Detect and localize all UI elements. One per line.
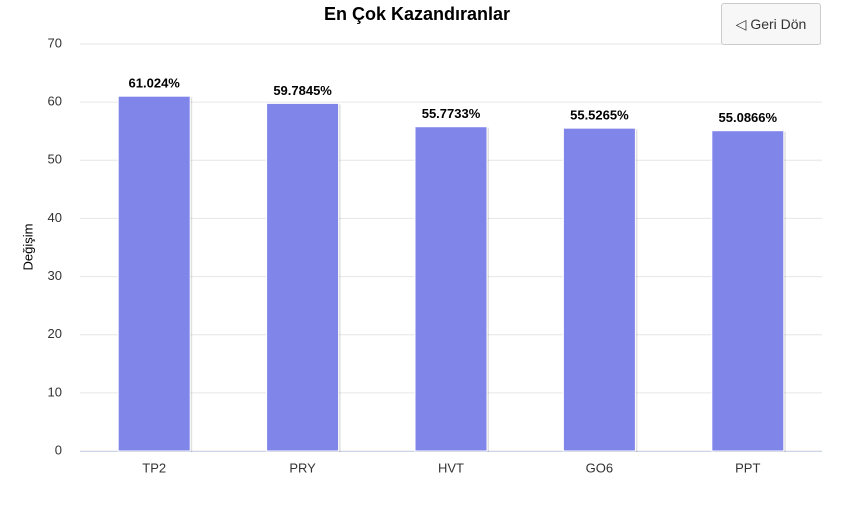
y-tick-label: 40 <box>48 210 62 225</box>
data-label: 55.7733% <box>422 106 481 121</box>
y-axis-label: Değişim <box>20 224 35 271</box>
y-tick-label: 0 <box>55 442 62 457</box>
y-tick-label: 60 <box>48 94 62 109</box>
bar <box>711 130 785 452</box>
data-label: 55.5265% <box>570 108 629 123</box>
bar <box>117 95 191 452</box>
data-label: 55.0866% <box>719 110 778 125</box>
y-tick-label: 20 <box>48 326 62 341</box>
back-button[interactable]: ◁ Geri Dön <box>721 3 821 45</box>
bar <box>562 127 636 452</box>
y-tick-label: 10 <box>48 384 62 399</box>
x-tick-label: TP2 <box>142 460 166 475</box>
y-tick-label: 70 <box>48 35 62 50</box>
y-tick-label: 30 <box>48 268 62 283</box>
x-tick-label: PRY <box>289 460 316 475</box>
bar <box>266 102 340 452</box>
chart-title: En Çok Kazandıranlar <box>324 4 510 24</box>
x-tick-label: PPT <box>735 460 760 475</box>
data-label: 61.024% <box>129 76 181 91</box>
bar <box>414 126 488 452</box>
x-tick-label: GO6 <box>586 460 613 475</box>
x-tick-label: HVT <box>438 460 464 475</box>
y-tick-label: 50 <box>48 152 62 167</box>
data-label: 59.7845% <box>273 83 332 98</box>
